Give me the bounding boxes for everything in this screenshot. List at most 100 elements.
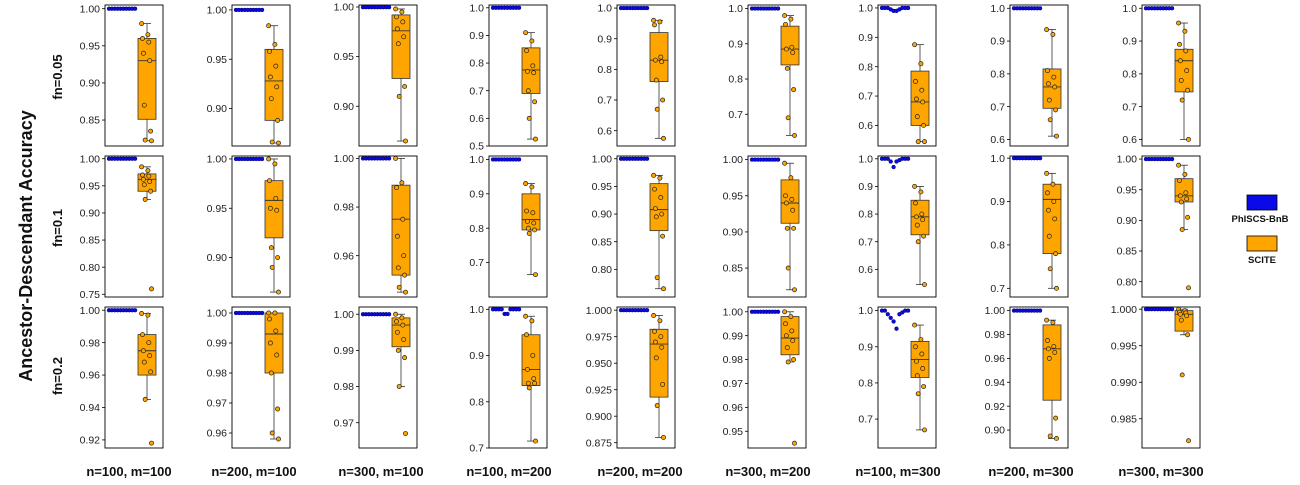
y-tick-label: 1.00	[334, 2, 355, 14]
scite-point	[531, 70, 537, 76]
phiscs-point	[132, 156, 138, 161]
scite-point	[1178, 199, 1184, 205]
scite-point	[146, 173, 152, 179]
y-tick-label: 0.6	[597, 125, 612, 137]
scite-point	[142, 196, 148, 202]
y-tick-label: 1.0	[858, 305, 873, 317]
scite-point	[140, 172, 145, 178]
panel-r1-c0: 1.00 0.95 0.90 0.85 0.80 0.75	[80, 153, 164, 301]
scite-point	[1186, 285, 1191, 291]
y-tick-label: 1.00	[207, 154, 228, 166]
y-tick-label: 0.85	[592, 236, 613, 248]
panel-r2-c2: 1.00 0.99 0.98 0.97	[334, 306, 418, 449]
scite-point	[149, 440, 154, 446]
scite-point	[141, 359, 147, 365]
phiscs-point	[132, 308, 138, 313]
y-tick-label: 0.85	[80, 235, 101, 247]
legend-label-phiscs: PhISCS-BnB	[1232, 214, 1289, 225]
panel-r1-c8: 1.00 0.95 0.90 0.85 0.80	[1117, 154, 1201, 298]
phiscs-point	[516, 307, 522, 312]
y-tick-label: 0.92	[985, 401, 1006, 413]
scite-point	[529, 318, 535, 324]
scite-point	[653, 214, 659, 220]
scite-point	[524, 218, 530, 224]
y-tick-label: 0.90	[1117, 215, 1138, 227]
scite-point	[783, 46, 789, 52]
column-label-1: n=200, m=100	[211, 464, 296, 479]
y-tick-label: 1.0	[469, 304, 484, 316]
y-tick-label: 0.8	[469, 223, 484, 235]
scite-point	[401, 253, 407, 259]
scite-point	[530, 353, 536, 358]
scite-point	[523, 313, 529, 319]
scite-point	[1185, 332, 1191, 338]
scite-point	[782, 309, 788, 315]
scite-point	[790, 50, 796, 56]
scite-point	[1044, 27, 1050, 33]
scite-box	[264, 312, 284, 374]
panel-frame	[616, 306, 676, 449]
row-label-0: fn=0.05	[50, 54, 65, 99]
scite-point	[653, 77, 659, 83]
panel-frame	[877, 306, 937, 449]
y-tick-label: 0.80	[80, 262, 101, 274]
scite-point	[267, 178, 272, 184]
scite-point	[403, 289, 408, 295]
y-tick-label: 0.98	[207, 368, 228, 380]
phiscs-point	[386, 5, 392, 10]
y-tick-label: 0.9	[469, 350, 484, 362]
scite-point	[399, 9, 405, 15]
y-tick-label: 1.000	[1111, 304, 1137, 316]
scite-box	[910, 199, 930, 236]
y-tick-label: 1.00	[1117, 154, 1138, 166]
scite-point	[402, 83, 408, 89]
scite-point	[276, 140, 281, 146]
scite-point	[654, 106, 660, 112]
panel-r0-c7: 1.0 0.9 0.8 0.7 0.6	[990, 3, 1069, 147]
phiscs-point	[888, 315, 893, 320]
scite-point	[657, 318, 663, 324]
y-tick-label: 0.99	[723, 330, 744, 342]
panel-r2-c5: 1.00 0.99 0.98 0.97 0.96 0.95	[723, 306, 807, 449]
scite-point	[922, 282, 927, 288]
scite-point	[1053, 415, 1059, 421]
y-tick-label: 0.95	[207, 203, 228, 215]
y-tick-label: 0.96	[207, 428, 228, 440]
scite-point	[1044, 170, 1050, 176]
y-tick-label: 0.6	[1122, 134, 1137, 146]
panel-frame	[1009, 4, 1069, 147]
panel-frame	[358, 155, 418, 298]
y-tick-label: 0.96	[80, 370, 101, 382]
scite-point	[912, 183, 918, 189]
y-tick-label: 1.00	[80, 153, 101, 165]
scite-point	[789, 44, 795, 50]
y-tick-label: 0.7	[990, 283, 1005, 295]
scite-point	[1046, 355, 1052, 361]
scite-box	[391, 184, 411, 276]
y-tick-label: 0.90	[207, 252, 228, 264]
scite-point	[1183, 48, 1189, 54]
scite-point	[789, 196, 795, 202]
scite-point	[915, 391, 921, 397]
scite-point	[912, 42, 918, 48]
scite-point	[1176, 20, 1182, 26]
y-tick-label: 0.99	[334, 345, 355, 357]
scite-point	[140, 332, 145, 338]
scite-point	[1186, 438, 1191, 444]
panel-r2-c0: 1.00 0.98 0.96 0.94 0.92	[80, 305, 164, 449]
y-tick-label: 0.9	[990, 196, 1005, 208]
scite-point	[783, 200, 789, 206]
y-tick-label: 0.8	[858, 378, 873, 390]
y-tick-label: 0.875	[586, 437, 612, 449]
scite-point	[652, 328, 657, 334]
y-tick-label: 0.6	[858, 264, 873, 276]
phiscs-point	[891, 319, 896, 324]
scite-point	[1179, 97, 1185, 103]
y-tick-label: 0.9	[858, 341, 873, 353]
y-tick-label: 0.95	[334, 51, 355, 63]
y-tick-label: 0.8	[597, 64, 612, 76]
panel-frame	[488, 4, 548, 147]
scite-point	[395, 41, 401, 47]
scite-box	[1042, 324, 1062, 401]
y-tick-label: 0.7	[858, 91, 873, 103]
